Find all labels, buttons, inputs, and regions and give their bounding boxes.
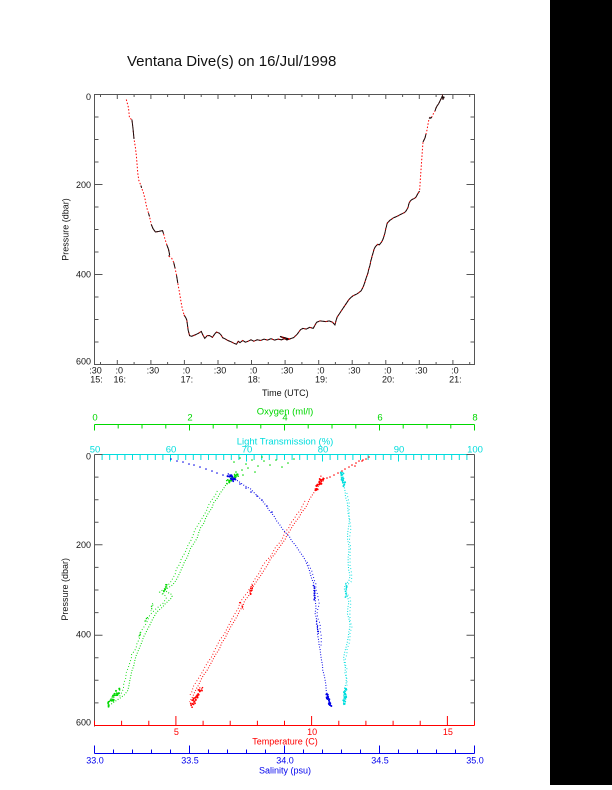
svg-text:33.5: 33.5 <box>181 756 199 766</box>
svg-text:Pressure (dbar): Pressure (dbar) <box>60 558 70 621</box>
svg-text:0: 0 <box>92 413 97 424</box>
svg-text:20:: 20: <box>382 375 395 385</box>
svg-text:90: 90 <box>394 445 405 456</box>
svg-text:18:: 18: <box>248 375 261 385</box>
svg-text::30: :30 <box>147 366 160 376</box>
svg-text::30: :30 <box>281 366 294 376</box>
svg-text:15:: 15: <box>90 375 103 385</box>
svg-text:70: 70 <box>242 445 253 456</box>
svg-text:100: 100 <box>467 445 483 456</box>
svg-text:21:: 21: <box>449 375 462 385</box>
svg-text:400: 400 <box>76 269 91 279</box>
svg-text::0: :0 <box>183 366 191 376</box>
svg-text:80: 80 <box>318 445 329 456</box>
svg-text:Pressure (dbar): Pressure (dbar) <box>61 198 71 261</box>
svg-text:Oxygen (ml/l): Oxygen (ml/l) <box>257 407 313 418</box>
svg-text:34.0: 34.0 <box>276 756 294 766</box>
svg-text:16:: 16: <box>114 375 127 385</box>
svg-text::30: :30 <box>348 366 361 376</box>
svg-text:600: 600 <box>76 717 91 727</box>
svg-text:Light Transmission (%): Light Transmission (%) <box>237 437 334 448</box>
svg-text:35.0: 35.0 <box>466 756 484 766</box>
svg-text:Temperature (C): Temperature (C) <box>252 737 318 747</box>
svg-text:200: 200 <box>76 540 91 550</box>
svg-text::30: :30 <box>415 366 428 376</box>
svg-text:0: 0 <box>86 452 91 462</box>
svg-text:0: 0 <box>86 92 91 102</box>
svg-text::0: :0 <box>250 366 258 376</box>
svg-text:2: 2 <box>187 413 192 424</box>
svg-text:17:: 17: <box>181 375 194 385</box>
svg-text:6: 6 <box>377 413 382 424</box>
svg-text::0: :0 <box>451 366 459 376</box>
svg-text:60: 60 <box>166 445 177 456</box>
svg-text:15: 15 <box>443 727 453 737</box>
svg-text:8: 8 <box>472 413 477 424</box>
svg-text:600: 600 <box>76 357 91 367</box>
svg-text::30: :30 <box>214 366 227 376</box>
svg-text:5: 5 <box>174 727 179 737</box>
svg-text:4: 4 <box>282 413 287 424</box>
svg-text:50: 50 <box>90 445 101 456</box>
svg-text:19:: 19: <box>315 375 328 385</box>
svg-text:Salinity (psu): Salinity (psu) <box>259 766 311 776</box>
svg-text:200: 200 <box>76 180 91 190</box>
svg-text::0: :0 <box>317 366 325 376</box>
svg-text:Ventana Dive(s) on 16/Jul/1998: Ventana Dive(s) on 16/Jul/1998 <box>127 53 336 70</box>
svg-text:10: 10 <box>307 727 317 737</box>
svg-text::0: :0 <box>116 366 124 376</box>
svg-text:400: 400 <box>76 629 91 639</box>
svg-text:33.0: 33.0 <box>86 756 104 766</box>
svg-text:Time (UTC): Time (UTC) <box>262 388 309 398</box>
svg-text:34.5: 34.5 <box>371 756 389 766</box>
svg-text::30: :30 <box>89 366 102 376</box>
svg-text::0: :0 <box>384 366 392 376</box>
